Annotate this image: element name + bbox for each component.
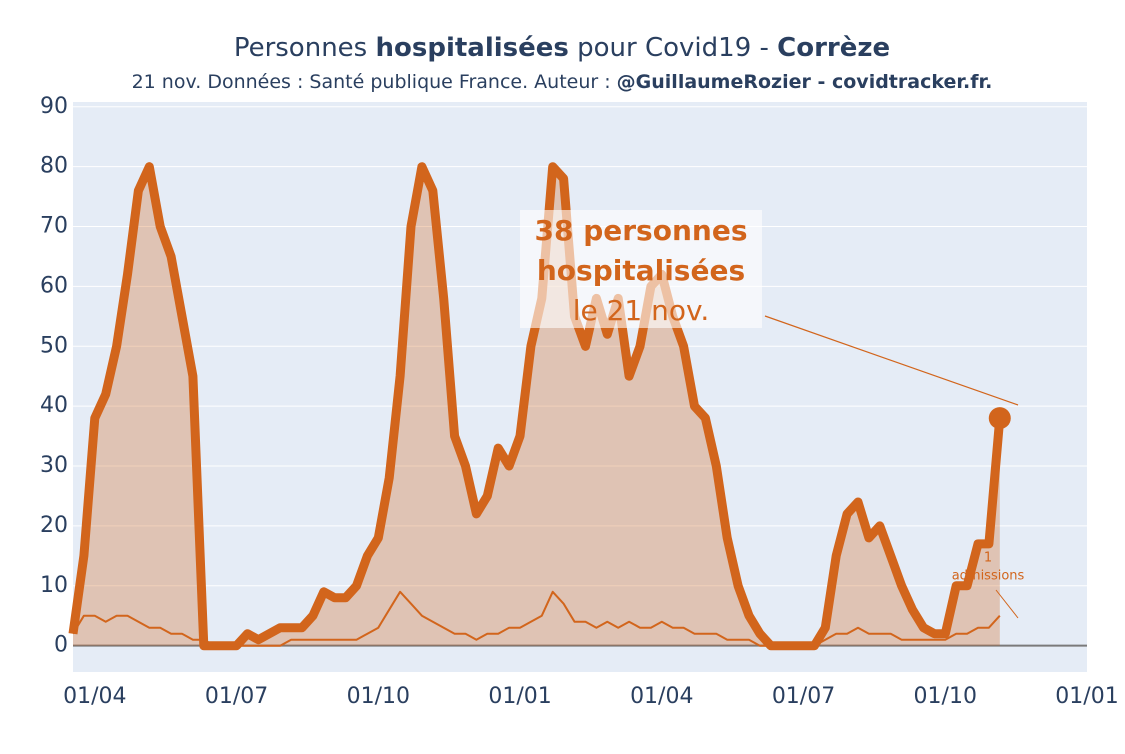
y-tick-label: 0 xyxy=(54,633,68,658)
annotation-text: le 21 nov. xyxy=(573,294,710,327)
x-tick-label: 01/01 xyxy=(488,684,551,709)
annotation-text: 1 xyxy=(984,551,992,566)
y-tick-label: 10 xyxy=(40,573,68,598)
subtitle-segment: @GuillaumeRozier - covidtracker.fr. xyxy=(617,71,993,93)
title-segment: Personnes xyxy=(234,33,376,63)
y-tick-label: 20 xyxy=(40,513,68,538)
annotations: 38 personnes hospitalisées le 21 nov. 1 admi… xyxy=(535,214,1025,584)
y-tick-label: 60 xyxy=(40,273,68,298)
area xyxy=(73,166,1000,646)
title-segment: hospitalisées xyxy=(375,33,568,63)
x-tick-label: 01/10 xyxy=(914,684,977,709)
y-tick-label: 80 xyxy=(40,154,68,179)
annotation-box xyxy=(520,210,762,328)
subtitle-segment: 21 nov. Données : Santé publique France.… xyxy=(132,71,617,93)
y-tick-label: 70 xyxy=(40,214,68,239)
y-tick-label: 50 xyxy=(40,333,68,358)
line xyxy=(72,590,1001,647)
title-segment: Corrèze xyxy=(777,33,890,63)
y-tick-label: 40 xyxy=(40,393,68,418)
last-marker xyxy=(988,407,1011,430)
chart-title: Personnes hospitalisées pour Covid19 - C… xyxy=(234,33,890,63)
annotation-arrow xyxy=(995,589,1019,619)
chart-subtitle: 21 nov. Données : Santé publique France.… xyxy=(132,71,993,93)
plot-background xyxy=(73,102,1087,672)
x-tick-label: 01/04 xyxy=(63,684,126,709)
annotation-text: hospitalisées xyxy=(537,254,745,287)
x-tick-label: 01/07 xyxy=(772,684,835,709)
x-tick-label: 01/01 xyxy=(1055,684,1118,709)
y-tick-label: 30 xyxy=(40,453,68,478)
annotation-arrow xyxy=(764,315,1019,406)
grid: 0 10 20 30 40 50 60 70 80 90 01/04 01/07 01/10 01/01 0… xyxy=(40,94,1119,709)
x-tick-label: 01/10 xyxy=(347,684,410,709)
annotation-text: 38 personnes xyxy=(535,214,748,247)
title-segment: pour Covid19 - xyxy=(569,33,777,63)
annotation-text: admissions xyxy=(952,569,1025,584)
x-tick-label: 01/04 xyxy=(630,684,693,709)
y-tick-label: 90 xyxy=(40,94,68,119)
x-tick-label: 01/07 xyxy=(205,684,268,709)
